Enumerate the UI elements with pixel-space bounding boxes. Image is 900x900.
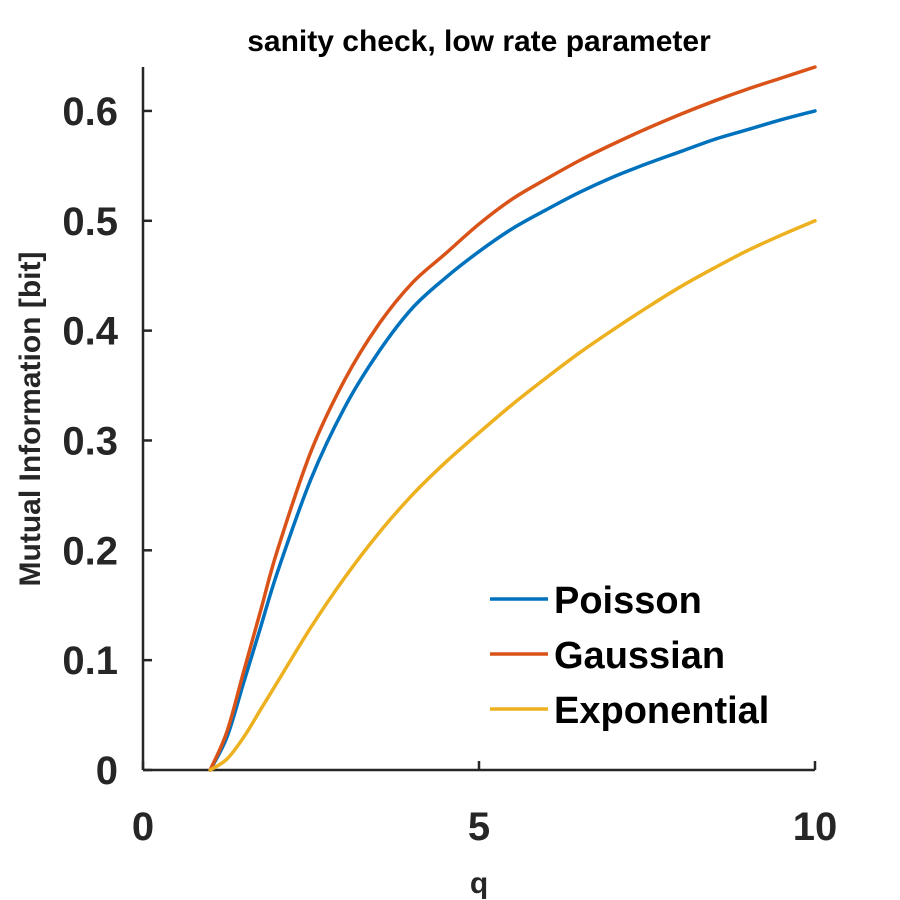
y-tick-label: 0.4	[62, 310, 118, 354]
y-tick-label: 0.2	[62, 529, 118, 573]
series-group	[208, 65, 817, 772]
legend: Poisson Gaussian Exponential	[490, 580, 769, 732]
series-line-exponential	[208, 219, 817, 772]
x-axis-label: q	[470, 867, 488, 900]
series-line-gaussian	[208, 65, 817, 772]
legend-label-gaussian: Gaussian	[554, 635, 725, 677]
legend-item-poisson: Poisson	[490, 580, 702, 622]
legend-item-gaussian: Gaussian	[490, 635, 725, 677]
x-tick-label: 5	[468, 805, 490, 849]
series-line-poisson	[208, 109, 817, 772]
legend-label-poisson: Poisson	[554, 580, 702, 622]
y-tick-label: 0.5	[62, 200, 118, 244]
y-tick-label: 0.3	[62, 419, 118, 463]
legend-label-exponential: Exponential	[554, 690, 769, 732]
y-tick-label: 0.6	[62, 90, 118, 134]
plot-area: 0 5 10 0 0.1 0.2 0.3 0.4 0.5 0.6	[62, 65, 837, 849]
x-tick-label: 10	[793, 805, 838, 849]
y-tick-label: 0	[96, 749, 118, 793]
legend-item-exponential: Exponential	[490, 690, 769, 732]
x-tick-label: 0	[132, 805, 154, 849]
y-tick-label: 0.1	[62, 639, 118, 683]
y-axis-label: Mutual Information [bit]	[14, 252, 47, 587]
y-ticks: 0 0.1 0.2 0.3 0.4 0.5 0.6	[62, 90, 152, 793]
chart-title: sanity check, low rate parameter	[247, 25, 711, 58]
x-ticks: 0 5 10	[132, 761, 837, 849]
